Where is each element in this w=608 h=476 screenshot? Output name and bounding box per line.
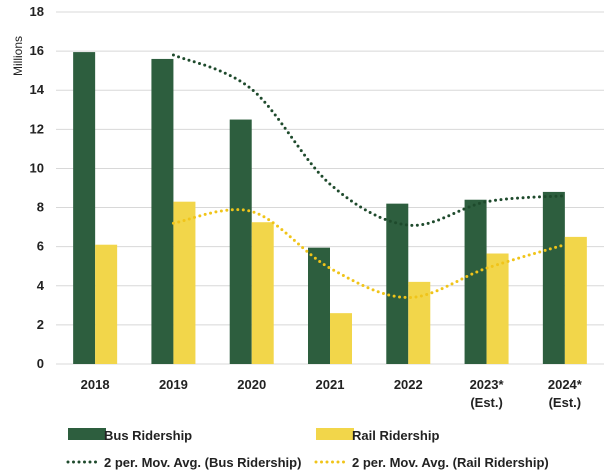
bars	[73, 52, 587, 364]
rail-ridership-bar	[408, 281, 431, 364]
legend-rail-moving-average-label: 2 per. Mov. Avg. (Rail Ridership)	[352, 455, 549, 470]
bus-ridership-bar	[386, 203, 409, 364]
y-axis-ticks: 0 2 4 6 8 10 12 14 16 18	[30, 4, 45, 371]
bus-ridership-bar	[464, 199, 487, 364]
rail-ridership-bar	[95, 244, 118, 364]
x-tick-label: 2024*	[548, 377, 583, 392]
bus-moving-average-line	[171, 53, 567, 227]
y-tick-label: 14	[30, 82, 45, 97]
y-tick-label: 2	[37, 317, 44, 332]
y-tick-label: 16	[30, 43, 44, 58]
trendlines	[171, 53, 567, 300]
x-tick-label: 2022	[394, 377, 423, 392]
bus-ridership-bar	[229, 119, 252, 364]
x-axis-ticks: 2018 2019 2020 2021 2022 2023* (Est.) 2024* (Est…	[81, 377, 583, 410]
y-tick-label: 10	[30, 160, 44, 175]
legend-rail-ridership-label: Rail Ridership	[352, 428, 439, 443]
y-tick-label: 4	[37, 278, 45, 293]
x-tick-label: 2020	[237, 377, 266, 392]
bus-ridership-bar	[308, 247, 330, 364]
y-axis-title: Millions	[11, 36, 25, 76]
rail-ridership-bar	[564, 236, 587, 364]
x-tick-label: 2019	[159, 377, 188, 392]
legend-bus-ridership-label: Bus Ridership	[104, 428, 192, 443]
rail-moving-average-line	[171, 208, 567, 300]
x-tick-label: 2023*	[470, 377, 505, 392]
y-tick-label: 18	[30, 4, 44, 19]
bus-ridership-bar	[542, 191, 565, 364]
x-tick-label: 2018	[81, 377, 110, 392]
legend-rail-ridership-swatch	[316, 428, 354, 440]
legend: Bus Ridership Rail Ridership 2 per. Mov. A…	[66, 428, 549, 470]
bus-ridership-bar	[151, 58, 174, 364]
y-tick-label: 8	[37, 200, 44, 215]
x-tick-label: (Est.)	[549, 395, 582, 410]
rail-ridership-bar	[173, 201, 196, 364]
y-tick-label: 0	[37, 356, 44, 371]
gridlines	[56, 11, 604, 365]
x-tick-label: 2021	[316, 377, 345, 392]
legend-bus-ridership-swatch	[68, 428, 106, 440]
y-tick-label: 12	[30, 121, 44, 136]
x-tick-label: (Est.)	[470, 395, 503, 410]
y-tick-label: 6	[37, 239, 44, 254]
rail-ridership-bar	[251, 222, 274, 364]
rail-ridership-bar	[486, 253, 509, 364]
rail-ridership-bar	[330, 313, 352, 364]
legend-bus-moving-average-label: 2 per. Mov. Avg. (Bus Ridership)	[104, 455, 301, 470]
bus-ridership-bar	[73, 52, 96, 364]
